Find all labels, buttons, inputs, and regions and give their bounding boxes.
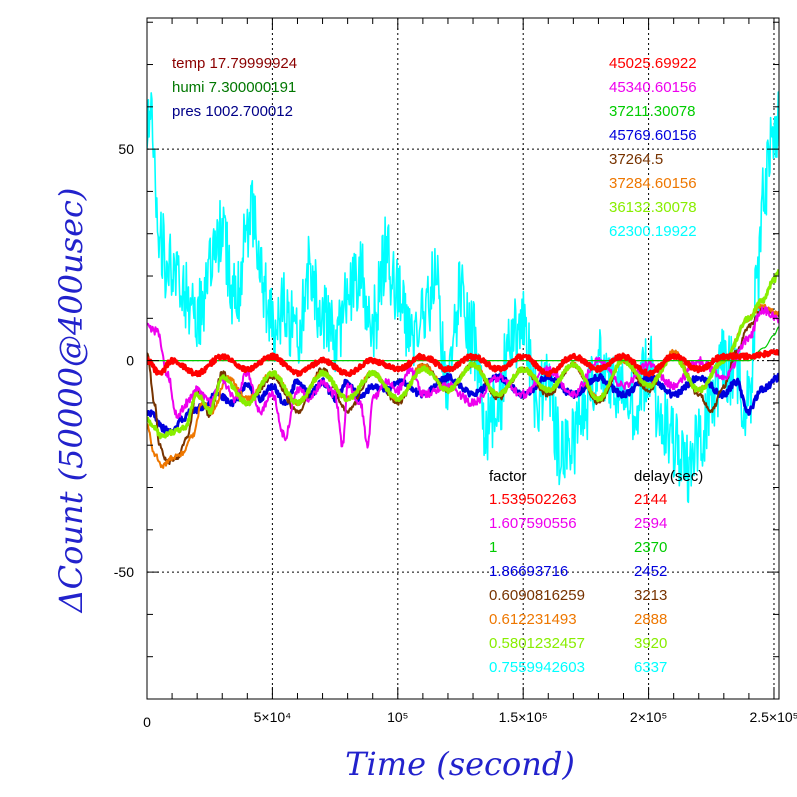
factor-value: 0.7559942603 <box>489 659 585 676</box>
y-axis-title: ΔCount (50000@400usec) <box>52 188 90 615</box>
factor-value: 0.612231493 <box>489 611 577 628</box>
factor-value: 0.5801232457 <box>489 635 585 652</box>
env-label: humi 7.300000191 <box>172 79 296 96</box>
env-label: pres 1002.700012 <box>172 103 293 120</box>
series-value-label: 45025.69922 <box>609 55 697 72</box>
factor-value: 1.86693716 <box>489 563 568 580</box>
x-tick-label: 10⁵ <box>387 709 408 725</box>
x-tick-label: 5×10⁴ <box>254 709 292 725</box>
x-tick-label: 2.5×10⁵ <box>749 709 797 725</box>
env-label: temp 17.79999924 <box>172 55 297 72</box>
factor-value: 0.6090816259 <box>489 587 585 604</box>
series-value-label: 37264.5 <box>609 151 663 168</box>
series-value-label: 36132.30078 <box>609 199 697 216</box>
series-value-label: 62300.19922 <box>609 223 697 240</box>
x-axis-title: Time (second) <box>345 745 575 783</box>
factor-value: 1.539502263 <box>489 491 577 508</box>
delay-value: 3213 <box>634 587 667 604</box>
delay-value: 2888 <box>634 611 667 628</box>
factor-header: factor <box>489 468 527 485</box>
series-line <box>147 348 779 378</box>
series-value-label: 45340.60156 <box>609 79 697 96</box>
delay-value: 3920 <box>634 635 667 652</box>
delay-value: 2452 <box>634 563 667 580</box>
delay-header: delay(sec) <box>634 468 703 485</box>
series-value-label: 37211.30078 <box>609 103 695 120</box>
y-tick-label: 50 <box>118 141 134 157</box>
series-line <box>147 306 779 449</box>
delay-value: 2594 <box>634 515 667 532</box>
delay-value: 2144 <box>634 491 667 508</box>
delay-value: 6337 <box>634 659 667 676</box>
x-tick-label: 2×10⁵ <box>630 709 667 725</box>
series-line <box>147 326 779 362</box>
series-value-label: 45769.60156 <box>609 127 697 144</box>
plot-area <box>147 91 779 504</box>
series-line <box>147 91 779 504</box>
x-tick-label: 0 <box>143 714 151 730</box>
factor-value: 1.607590556 <box>489 515 577 532</box>
factor-value: 1 <box>489 539 497 556</box>
y-tick-label: 0 <box>126 353 134 369</box>
axes <box>146 17 780 700</box>
delay-value: 2370 <box>634 539 667 556</box>
y-tick-label: -50 <box>114 564 134 580</box>
annotations: 0 5×10⁴ 10⁵ 1.5×10⁵ 2×10⁵ 2.5×10⁵ 50 0 -50 temp 1… <box>114 55 797 730</box>
x-tick-label: 1.5×10⁵ <box>499 709 548 725</box>
series-value-label: 37284.60156 <box>609 175 697 192</box>
plot-frame <box>146 17 780 700</box>
